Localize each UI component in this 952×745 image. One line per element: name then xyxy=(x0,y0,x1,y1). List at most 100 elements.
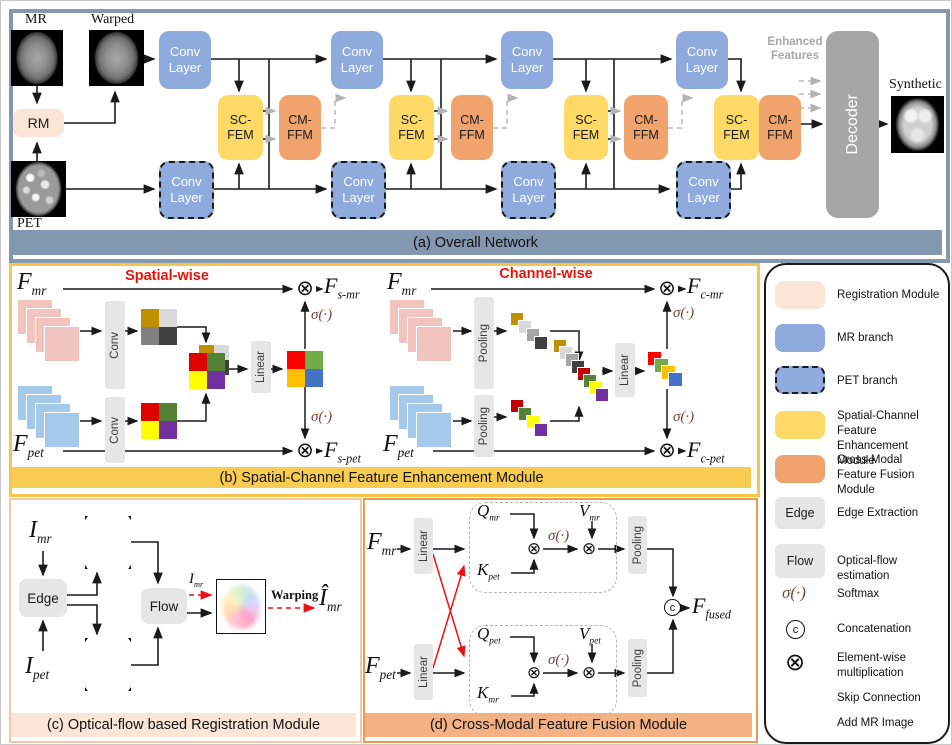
scfem-block-4: SC-FEM xyxy=(714,95,759,160)
pooling-op-pet-fusion: Pooling xyxy=(628,639,647,697)
multiply-icon: ⊗ xyxy=(656,440,678,462)
conv-layer-mr-1: Conv Layer xyxy=(159,31,211,89)
legend-swatch-pet-branch xyxy=(775,366,825,394)
decoder-block: Decoder xyxy=(826,31,879,218)
label-f-c-mr: Fc-mr xyxy=(687,273,724,302)
conv-layer-pet-4: Conv Layer xyxy=(676,161,731,219)
legend-label: Softmax xyxy=(837,588,880,600)
label-k-pet: Kpet xyxy=(477,560,500,583)
legend-label-add-mr-image: Add MR Image xyxy=(837,717,914,729)
pooling-op-pet: Pooling xyxy=(474,395,494,457)
pet-brain-image xyxy=(11,161,66,217)
label-q-pet: Qpet xyxy=(477,624,501,647)
legend-swatch-cmffm xyxy=(775,455,825,483)
legend-swatch-scfem xyxy=(775,411,825,439)
label-f-pet-fusion: Fpet xyxy=(365,653,396,682)
label-f-mr-fusion: Fmr xyxy=(367,529,397,558)
spatial-wise-title: Spatial-wise xyxy=(125,268,209,284)
label-i-mr: Imr xyxy=(29,517,52,546)
decoder-label: Decoder xyxy=(843,94,861,155)
warped-image-label: Warped xyxy=(91,12,135,27)
channel-wise-title: Channel-wise xyxy=(499,266,593,282)
legend-swatch-flow: Flow xyxy=(775,544,825,578)
panel-c-caption-text: (c) Optical-flow based Registration Modu… xyxy=(46,717,321,733)
softmax-label: σ(·) xyxy=(673,305,695,321)
linear-op-channel: Linear xyxy=(615,343,635,397)
conv-layer-mr-3: Conv Layer xyxy=(501,31,553,89)
label-k-mr: Kmr xyxy=(477,683,499,706)
multiply-icon: ⊗ xyxy=(525,663,543,682)
panel-a-caption: (a) Overall Network xyxy=(9,230,942,255)
label-v-mr: Vmr xyxy=(579,501,600,524)
multiply-icon: ⊗ xyxy=(525,539,543,558)
pooling-op-mr-fusion: Pooling xyxy=(628,516,647,574)
panel-d-caption-text: (d) Cross-Modal Feature Fusion Module xyxy=(429,717,688,733)
legend-label: Cross-Modal Feature Fusion Module xyxy=(837,454,915,496)
label-f-c-pet: Fc-pet xyxy=(687,437,725,466)
label-i-mr-small: Imr xyxy=(189,571,204,589)
label-f-s-mr: Fs-mr xyxy=(324,273,360,302)
conv-op-mr: Conv xyxy=(105,301,125,389)
multiply-icon: ⊗ xyxy=(580,539,598,558)
label-f-s-pet: Fs-pet xyxy=(324,437,361,466)
synthetic-image-label: Synthetic xyxy=(889,77,942,92)
linear-op-pet: Linear xyxy=(414,644,433,700)
legend-swatch-edge: Edge xyxy=(775,497,825,529)
multiply-icon: ⊗ xyxy=(656,278,678,300)
enhanced-features-label: Enhanced Features xyxy=(767,36,823,63)
softmax-label: σ(·) xyxy=(311,409,333,425)
softmax-label: σ(·) xyxy=(548,528,570,544)
multiply-icon: ⊗ xyxy=(294,440,316,462)
multiply-icon: ⊗ xyxy=(294,278,316,300)
label-i-mr-hat: Îmr xyxy=(319,585,342,614)
legend-label: Concatenation xyxy=(837,623,912,635)
legend-swatch-mr-branch xyxy=(775,324,825,352)
conv-layer-mr-4: Conv Layer xyxy=(676,31,728,89)
scfem-block-3: SC-FEM xyxy=(564,95,608,160)
pet-edge-map-image xyxy=(85,638,131,691)
concat-icon: c xyxy=(786,620,805,639)
conv-layer-mr-2: Conv Layer xyxy=(331,31,383,89)
multiply-icon: ⊗ xyxy=(783,649,807,676)
pooling-op-mr: Pooling xyxy=(474,297,494,389)
conv-op-pet: Conv xyxy=(105,397,125,463)
linear-op-mr: Linear xyxy=(414,518,433,574)
label-f-mr-channel: Fmr xyxy=(387,269,417,298)
softmax-icon: σ(·) xyxy=(782,583,806,602)
cmffm-block-2: CM-FFM xyxy=(451,95,493,160)
cmffm-block-1: CM-FFM xyxy=(279,95,321,160)
linear-op-spatial: Linear xyxy=(251,341,271,393)
panel-c-caption: (c) Optical-flow based Registration Modu… xyxy=(11,713,356,737)
synthetic-brain-image xyxy=(891,96,944,153)
mr-image-label: MR xyxy=(25,12,47,27)
softmax-label: σ(·) xyxy=(548,652,570,668)
mr-brain-image xyxy=(11,30,63,86)
conv-layer-pet-3: Conv Layer xyxy=(501,161,556,219)
legend-label: Spatial-Channel Feature Enhancement Modu… xyxy=(837,410,919,467)
label-f-pet-channel: Fpet xyxy=(383,431,414,460)
label-v-pet: Vpet xyxy=(579,624,601,647)
warped-brain-image xyxy=(89,30,144,86)
legend-label: Element-wise multiplication xyxy=(837,652,907,679)
warping-label: Warping xyxy=(271,588,319,602)
registration-module-block: RM xyxy=(13,109,64,137)
panel-a-caption-text: (a) Overall Network xyxy=(413,234,538,251)
legend-label: PET branch xyxy=(837,375,898,387)
panel-b-caption-text: (b) Spatial-Channel Feature Enhancement … xyxy=(219,469,544,486)
conv-layer-pet-2: Conv Layer xyxy=(331,161,386,219)
conv-layer-pet-1: Conv Layer xyxy=(159,161,214,219)
label-q-mr: Qmr xyxy=(477,501,500,524)
label-f-fused: Ffused xyxy=(692,593,731,622)
flow-field-image xyxy=(216,579,266,634)
panel-b-caption: (b) Spatial-Channel Feature Enhancement … xyxy=(12,467,751,488)
legend-label: Optical-flow estimation xyxy=(837,555,898,582)
multiply-icon: ⊗ xyxy=(580,663,598,682)
softmax-label: σ(·) xyxy=(673,409,695,425)
concat-icon: c xyxy=(664,599,681,616)
cmffm-block-3: CM-FFM xyxy=(624,95,668,160)
label-f-mr-spatial: Fmr xyxy=(17,269,47,298)
mr-edge-map-image xyxy=(85,516,131,569)
legend: Registration Module MR branch PET branch… xyxy=(764,263,950,744)
label-i-pet: Ipet xyxy=(25,653,50,682)
